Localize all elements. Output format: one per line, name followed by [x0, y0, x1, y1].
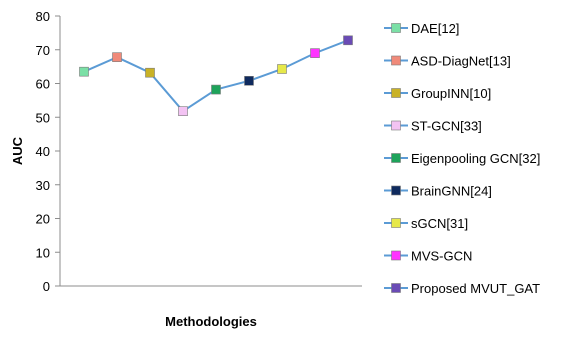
- y-tick-label: 30: [36, 178, 50, 193]
- legend-label: MVS-GCN: [411, 249, 472, 264]
- data-point-marker: [79, 66, 89, 77]
- y-tick-label: 50: [36, 110, 50, 125]
- legend-item: Eigenpooling GCN[32]: [384, 151, 540, 166]
- y-tick-label: 80: [36, 9, 50, 24]
- legend-marker: [391, 120, 401, 131]
- data-point-marker: [178, 106, 188, 116]
- legend-label: DAE[12]: [411, 21, 459, 36]
- legend-label: Proposed MVUT_GAT: [411, 281, 540, 296]
- y-tick-label: 60: [36, 77, 50, 92]
- legend-marker: [391, 23, 401, 33]
- y-ticks: 0 10 20 30 40 50 60 70 80: [36, 9, 60, 294]
- series-line: [83, 39, 349, 113]
- legend: DAE[12] ASD-DiagNet[13] GroupINN[10] ST-GCN…: [384, 21, 540, 296]
- legend-label: ST-GCN[33]: [411, 119, 482, 134]
- legend-label: BrainGNN[24]: [411, 184, 492, 199]
- legend-item: BrainGNN[24]: [384, 184, 492, 199]
- legend-item: GroupINN[10]: [384, 86, 491, 101]
- data-point-marker: [211, 84, 221, 95]
- legend-marker: [391, 88, 401, 98]
- legend-marker: [391, 283, 401, 293]
- legend-marker: [391, 250, 401, 261]
- x-axis-title: Methodologies: [165, 314, 257, 329]
- data-point-marker: [343, 35, 353, 46]
- y-tick-label: 10: [36, 245, 50, 260]
- legend-item: sGCN[31]: [384, 216, 468, 231]
- data-markers: [79, 35, 353, 116]
- y-tick-label: 40: [36, 144, 50, 159]
- data-point-marker: [112, 52, 122, 62]
- data-point-marker: [244, 76, 254, 86]
- data-point-marker: [310, 48, 320, 58]
- data-point-marker: [277, 64, 287, 74]
- y-tick-label: 0: [43, 279, 50, 294]
- y-tick-label: 20: [36, 212, 50, 227]
- legend-marker: [391, 153, 401, 163]
- legend-label: GroupINN[10]: [411, 86, 491, 101]
- y-tick-label: 70: [36, 43, 50, 58]
- legend-item: ST-GCN[33]: [384, 119, 482, 134]
- legend-item: Proposed MVUT_GAT: [384, 281, 540, 296]
- legend-item: ASD-DiagNet[13]: [384, 54, 511, 69]
- legend-marker: [391, 218, 401, 228]
- legend-marker: [391, 185, 401, 196]
- legend-label: sGCN[31]: [411, 216, 468, 231]
- legend-item: MVS-GCN: [384, 249, 472, 264]
- legend-label: Eigenpooling GCN[32]: [411, 151, 540, 166]
- legend-marker: [391, 55, 401, 66]
- y-axis-title: AUC: [10, 136, 25, 165]
- legend-label: ASD-DiagNet[13]: [411, 54, 511, 69]
- data-point-marker: [145, 67, 155, 78]
- legend-item: DAE[12]: [384, 21, 459, 36]
